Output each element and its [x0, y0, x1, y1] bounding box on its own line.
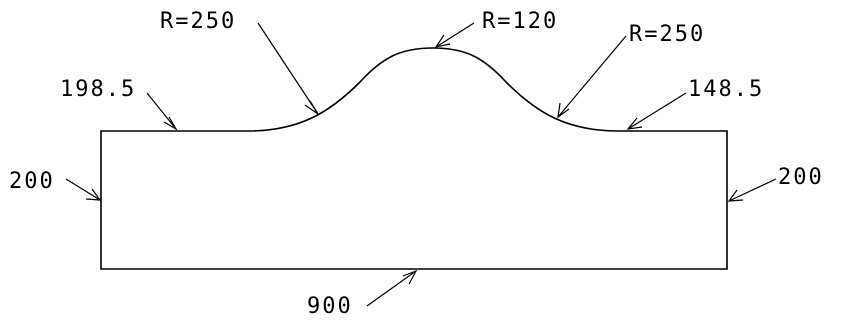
part-outline	[100, 47, 728, 270]
right-height-label: 200	[778, 165, 824, 190]
leader-bottom-length	[366, 269, 418, 307]
top-left-length-label: 198.5	[60, 77, 136, 102]
bottom-length-label: 900	[307, 294, 353, 319]
left-height-label: 200	[9, 169, 55, 194]
left-radius-label: R=250	[160, 9, 236, 34]
right-radius-label: R=250	[629, 22, 705, 47]
leader-center-radius	[434, 22, 475, 48]
leader-right-height	[727, 178, 777, 202]
leader-left-radius	[257, 22, 319, 115]
center-radius-label: R=120	[482, 9, 558, 34]
leader-top-left-length	[146, 92, 178, 131]
leader-top-right-length	[626, 92, 687, 130]
leader-right-radius	[557, 35, 627, 119]
top-right-length-label: 148.5	[688, 77, 764, 102]
leader-left-height	[65, 178, 102, 201]
